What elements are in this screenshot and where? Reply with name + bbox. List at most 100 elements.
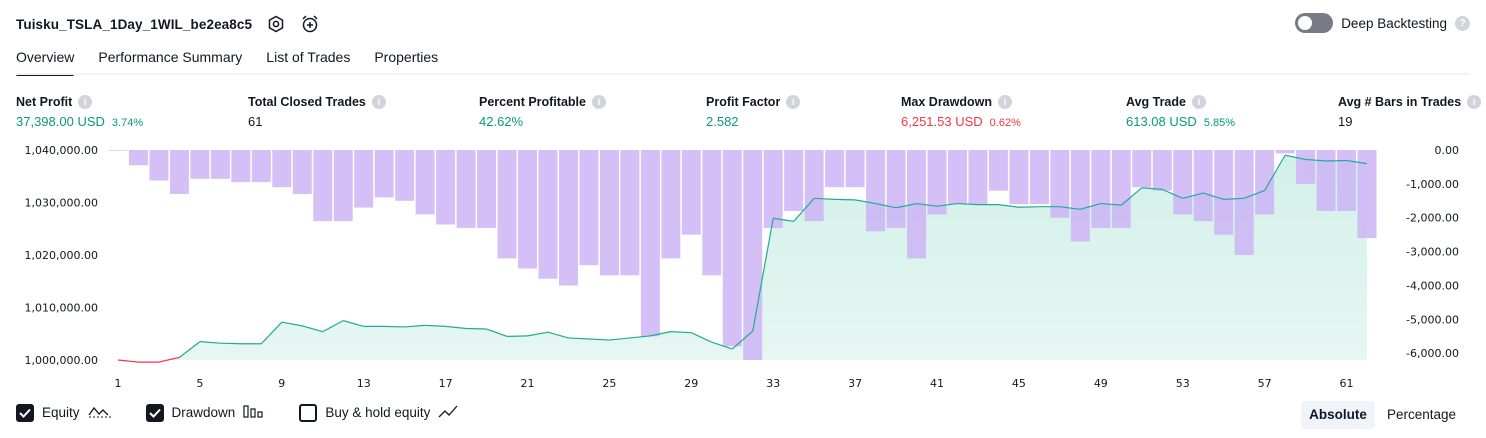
drawdown-bar — [210, 150, 230, 179]
x-tick-label: 45 — [1012, 377, 1026, 390]
equity-segment — [731, 330, 754, 350]
info-icon[interactable]: i — [1191, 95, 1206, 109]
drawdown-bar — [702, 150, 722, 276]
drawdown-bar — [1111, 150, 1131, 228]
absolute-button[interactable]: Absolute — [1301, 401, 1375, 429]
drawdown-bar — [599, 150, 619, 276]
equity-segment — [1059, 206, 1081, 210]
equity-segment — [547, 331, 569, 339]
equity-segment — [855, 199, 876, 205]
equity-segment — [875, 202, 897, 209]
x-tick-label: 9 — [278, 377, 285, 390]
strategy-title: Tuisku_TSLA_1Day_1WIL_be2ea8c5 — [16, 16, 253, 32]
drawdown-bar — [333, 150, 353, 222]
drawdown-axis: 0.00 -1,000.00 -2,000.00 -3,000.00 -4,000.00… — [1406, 144, 1459, 360]
tab-overview[interactable]: Overview — [16, 46, 75, 76]
equity-segment — [343, 320, 364, 327]
settings-icon[interactable] — [266, 14, 286, 34]
equity-segment — [302, 325, 323, 333]
help-icon[interactable]: ? — [1455, 15, 1470, 31]
equity-segment — [1080, 202, 1101, 210]
x-tick-label: 57 — [1258, 377, 1272, 390]
legend-buy-hold[interactable]: Buy & hold equity — [299, 403, 462, 422]
equity-segment — [773, 217, 794, 222]
equity-segment — [936, 202, 958, 207]
legend-label: Drawdown — [171, 405, 236, 420]
equity-segment — [117, 359, 139, 363]
legend-label: Equity — [42, 405, 80, 420]
chart-legend: Equity Drawdown Buy & hold equity — [16, 403, 462, 422]
drawdown-bar — [1050, 150, 1070, 218]
x-tick-label: 5 — [196, 377, 203, 390]
drawdown-bar — [1152, 150, 1172, 191]
trade-number-axis: 1 5 9 13 17 21 25 29 33 37 41 45 49 53 57 61 — [115, 377, 1354, 390]
info-icon[interactable]: i — [591, 95, 606, 109]
legend-equity[interactable]: Equity — [16, 403, 112, 422]
x-tick-label: 1 — [115, 377, 122, 390]
deep-backtesting-label: Deep Backtesting — [1341, 15, 1447, 31]
metric-label: Total Closed Trades — [248, 95, 366, 109]
drawdown-tick-label: -1,000.00 — [1406, 178, 1459, 191]
info-icon[interactable]: i — [78, 95, 93, 109]
drawdown-bar — [1193, 150, 1213, 222]
equity-area — [118, 155, 1367, 360]
equity-segment — [1018, 206, 1040, 208]
equity-segment — [793, 197, 815, 222]
drawdown-bar — [436, 150, 456, 225]
equity-segment — [1243, 189, 1265, 199]
drawdown-bar — [948, 150, 967, 205]
info-icon[interactable]: i — [371, 95, 386, 109]
add-alert-icon[interactable] — [300, 14, 320, 34]
legend-drawdown[interactable]: Drawdown — [145, 403, 266, 422]
tab-performance-summary[interactable]: Performance Summary — [98, 49, 243, 65]
equity-line-icon — [88, 403, 112, 422]
drawdown-bar — [313, 150, 333, 222]
drawdown-checkbox[interactable] — [145, 403, 164, 422]
drawdown-bars-icon — [243, 403, 265, 422]
drawdown-bar — [907, 150, 927, 259]
metric-label: Profit Factor — [706, 95, 781, 109]
drawdown-bars — [108, 150, 1377, 360]
drawdown-bar — [1009, 150, 1029, 205]
tab-properties[interactable]: Properties — [374, 49, 439, 65]
tab-list-of-trades[interactable]: List of Trades — [266, 49, 351, 65]
drawdown-bar — [538, 150, 558, 279]
equity-segment — [404, 324, 426, 328]
metric-avg-trade: Avg Trade i 613.08 USD 5.85% — [1126, 94, 1235, 129]
equity-segment — [834, 198, 856, 201]
info-icon[interactable]: i — [998, 95, 1012, 109]
equity-segment — [179, 341, 201, 358]
equity-segment — [650, 331, 671, 337]
equity-series — [118, 155, 1367, 360]
drawdown-bar — [1357, 150, 1377, 239]
drawdown-bar — [395, 150, 415, 201]
drawdown-bar — [128, 150, 148, 166]
equity-segment — [322, 320, 344, 333]
x-tick-label: 13 — [357, 377, 371, 390]
drawdown-bar — [886, 150, 906, 228]
equity-segment — [220, 342, 241, 345]
equity-segment — [158, 356, 180, 363]
equity-checkbox[interactable] — [16, 403, 34, 422]
equity-segment — [609, 337, 630, 341]
tabs-divider — [16, 73, 1470, 75]
equity-segment — [629, 335, 651, 339]
percentage-button[interactable]: Percentage — [1386, 407, 1456, 422]
equity-segment — [1162, 188, 1183, 199]
deep-backtesting-toggle[interactable] — [1295, 13, 1334, 33]
legend-label: Buy & hold equity — [325, 405, 431, 420]
equity-segment — [895, 202, 917, 209]
drawdown-bar — [825, 150, 845, 188]
info-icon[interactable]: i — [1467, 95, 1482, 109]
x-tick-label: 49 — [1094, 377, 1108, 390]
info-icon[interactable]: i — [786, 95, 801, 109]
equity-segment — [957, 202, 978, 206]
equity-segment — [527, 331, 549, 337]
drawdown-bar — [354, 150, 374, 208]
equity-drawdown-chart[interactable]: 1,040,000.00 1,030,000.00 1,020,000.00 1,01… — [0, 140, 1486, 395]
buy-hold-checkbox[interactable] — [299, 403, 318, 422]
equity-segment — [1141, 187, 1163, 190]
equity-segment — [466, 327, 487, 330]
equity-tick-label: 1,030,000.00 — [25, 197, 98, 210]
drawdown-bar — [477, 150, 497, 228]
